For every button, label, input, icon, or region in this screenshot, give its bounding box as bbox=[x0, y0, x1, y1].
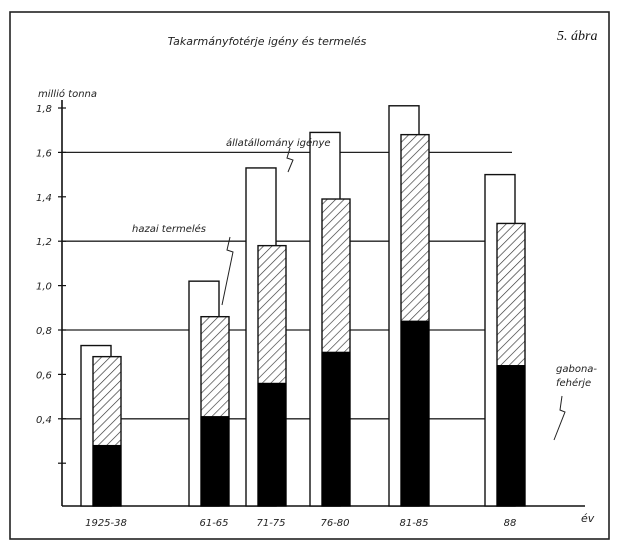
y-axis-label: millió tonna bbox=[38, 88, 97, 100]
bar-grain bbox=[257, 382, 287, 507]
bar-grain bbox=[400, 320, 430, 507]
y-tick-label: 1,8 bbox=[36, 104, 52, 115]
y-tick-label: 0,4 bbox=[36, 415, 52, 426]
annotations: állatállomány igénye hazai termelés gabo… bbox=[132, 137, 597, 441]
bars bbox=[80, 105, 526, 507]
chart-title: Takarmányfotérje igény és termelés bbox=[168, 35, 367, 48]
grain-annotation-line2: fehérje bbox=[556, 377, 591, 389]
demand-pointer bbox=[286, 147, 294, 173]
y-tick-label: 1,0 bbox=[36, 282, 52, 293]
x-tick-label: 1925-38 bbox=[85, 518, 127, 529]
figure-label: 5. ábra bbox=[557, 29, 597, 44]
bar-grain bbox=[92, 444, 122, 507]
x-tick-label: 81-85 bbox=[399, 518, 428, 529]
y-tick-label: 0,6 bbox=[36, 370, 52, 381]
grain-pointer bbox=[553, 395, 566, 441]
production-pointer bbox=[221, 236, 234, 306]
grain-annotation-line1: gabona- bbox=[556, 364, 597, 375]
bar-grain bbox=[496, 365, 526, 507]
y-tick-label: 1,6 bbox=[36, 148, 52, 159]
demand-annotation: állatállomány igénye bbox=[226, 137, 331, 149]
production-annotation: hazai termelés bbox=[132, 223, 206, 235]
x-tick-label: 88 bbox=[504, 518, 517, 529]
bar-grain bbox=[321, 351, 351, 507]
x-axis-label: év bbox=[581, 512, 595, 525]
y-tick-label: 1,4 bbox=[36, 193, 52, 204]
x-tick-label: 71-75 bbox=[256, 518, 285, 529]
y-tick-label: 0,8 bbox=[36, 326, 52, 337]
y-tick-label: 1,2 bbox=[36, 237, 52, 248]
gridlines bbox=[62, 151, 512, 420]
x-tick-label: 61-65 bbox=[199, 518, 228, 529]
tick-labels: 1,8 1,6 1,4 1,2 1,0 0,8 0,6 0,4 1925-38 61-65 71-7… bbox=[36, 104, 516, 529]
x-tick-label: 76-80 bbox=[320, 518, 349, 529]
bar-grain bbox=[200, 416, 230, 507]
